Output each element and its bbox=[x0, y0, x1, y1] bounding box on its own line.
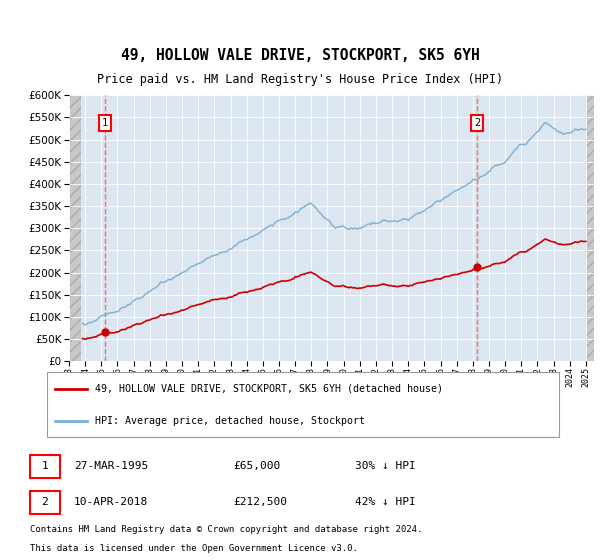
FancyBboxPatch shape bbox=[29, 491, 60, 514]
Bar bbox=[586, 95, 594, 361]
Text: £212,500: £212,500 bbox=[234, 497, 288, 507]
Text: Price paid vs. HM Land Registry's House Price Index (HPI): Price paid vs. HM Land Registry's House … bbox=[97, 73, 503, 86]
Text: 1: 1 bbox=[102, 118, 108, 128]
Text: 2: 2 bbox=[41, 497, 49, 507]
Text: 2: 2 bbox=[474, 118, 481, 128]
Text: 42% ↓ HPI: 42% ↓ HPI bbox=[355, 497, 416, 507]
Text: Contains HM Land Registry data © Crown copyright and database right 2024.: Contains HM Land Registry data © Crown c… bbox=[29, 525, 422, 534]
Text: HPI: Average price, detached house, Stockport: HPI: Average price, detached house, Stoc… bbox=[95, 416, 365, 426]
Text: This data is licensed under the Open Government Licence v3.0.: This data is licensed under the Open Gov… bbox=[29, 544, 358, 553]
Text: 1: 1 bbox=[41, 460, 49, 470]
Text: 49, HOLLOW VALE DRIVE, STOCKPORT, SK5 6YH (detached house): 49, HOLLOW VALE DRIVE, STOCKPORT, SK5 6Y… bbox=[95, 384, 443, 394]
Bar bbox=[69, 95, 81, 361]
Text: 49, HOLLOW VALE DRIVE, STOCKPORT, SK5 6YH: 49, HOLLOW VALE DRIVE, STOCKPORT, SK5 6Y… bbox=[121, 49, 479, 63]
Text: 27-MAR-1995: 27-MAR-1995 bbox=[74, 460, 148, 470]
Text: 10-APR-2018: 10-APR-2018 bbox=[74, 497, 148, 507]
FancyBboxPatch shape bbox=[29, 455, 60, 478]
Text: 30% ↓ HPI: 30% ↓ HPI bbox=[355, 460, 416, 470]
FancyBboxPatch shape bbox=[47, 372, 559, 437]
Text: £65,000: £65,000 bbox=[234, 460, 281, 470]
